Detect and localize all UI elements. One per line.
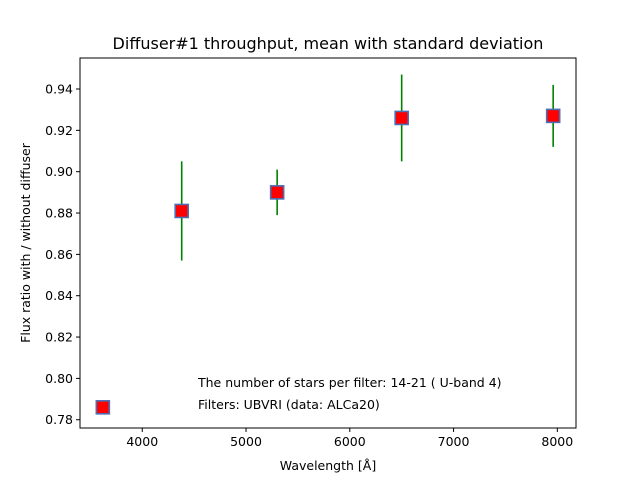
y-tick-label: 0.90 <box>45 164 73 179</box>
y-tick-label: 0.80 <box>45 371 73 386</box>
y-tick-label: 0.86 <box>45 247 73 262</box>
plot-frame <box>79 57 577 429</box>
data-point <box>545 108 561 124</box>
annotation-filters: Filters: UBVRI (data: ALCa20) <box>198 397 380 412</box>
data-point <box>174 203 189 219</box>
y-tick-label: 0.84 <box>45 288 73 303</box>
x-tick-label: 4000 <box>126 434 158 449</box>
data-point <box>95 400 111 415</box>
y-axis-label: Flux ratio with / without diffuser <box>18 142 33 343</box>
y-axis-ticks: 0.78 0.80 0.82 0.84 0.86 0.88 0.90 0.92 0.94 <box>45 82 80 427</box>
x-tick-label: 8000 <box>541 434 573 449</box>
x-axis-label: Wavelength [Å] <box>280 458 376 473</box>
x-tick-label: 5000 <box>230 434 262 449</box>
y-tick-label: 0.78 <box>45 412 73 427</box>
annotation-stars: The number of stars per filter: 14-21 ( … <box>197 375 502 390</box>
chart-title: Diffuser#1 throughput, mean with standar… <box>113 34 544 53</box>
y-tick-label: 0.82 <box>45 330 73 345</box>
data-points <box>95 74 561 415</box>
data-point <box>269 185 285 200</box>
x-tick-label: 6000 <box>334 434 366 449</box>
y-tick-label: 0.92 <box>45 123 73 138</box>
y-tick-label: 0.88 <box>45 206 73 221</box>
x-tick-label: 7000 <box>438 434 470 449</box>
y-tick-label: 0.94 <box>45 82 73 97</box>
x-axis-ticks: 4000 5000 6000 7000 8000 <box>126 428 573 449</box>
data-point <box>394 110 409 126</box>
